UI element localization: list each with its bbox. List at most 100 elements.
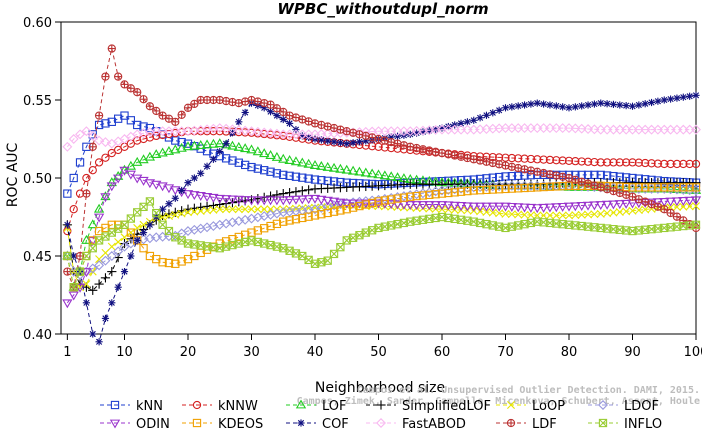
point-kdeos-13 [139,244,148,253]
point-odin-2 [68,291,79,301]
y-tick-label-0.40: 0.40 [23,328,52,343]
point-ldf-62 [450,151,459,160]
point-kdeos-38 [298,213,307,223]
point-cof-68 [489,109,497,117]
point-kdeos-41 [317,210,326,219]
point-odin-71 [506,202,518,212]
point-cof-71 [508,103,516,111]
point-odin-33 [265,196,276,206]
point-lof-47 [354,166,365,176]
point-cof-84 [590,100,598,108]
point-knn-33 [266,167,275,176]
point-ldf-61 [444,150,453,159]
point-kdeos-39 [304,212,313,221]
point-cof-5 [89,330,97,338]
point-ldf-10 [120,80,129,89]
point-cof-33 [266,108,275,116]
point-cof-93 [647,98,656,107]
point-inflo-43 [329,249,339,259]
point-kdeos-92 [641,183,650,192]
point-cof-66 [476,114,484,122]
point-knnw-90 [628,158,637,167]
point-loop-89 [622,207,631,216]
point-lof-19 [176,142,187,152]
point-lof-41 [316,160,327,170]
point-odin-1 [62,299,73,309]
point-loop-24 [209,205,218,214]
point-knn-2 [69,173,78,183]
plot-area: 1 10 20 30 40 50 60 70 80 90 100 0.40 0.45 0.50 0.55 0.… [23,16,702,360]
point-odin-6 [93,213,105,223]
point-loop-69 [495,209,504,218]
point-simplifiedlof-38 [297,186,307,196]
point-simplifiedlof-36 [285,188,295,198]
point-ldf-7 [101,72,110,81]
point-kdeos-66 [475,186,485,195]
point-kdeos-51 [380,196,389,205]
point-odin-18 [170,186,181,196]
point-loop-100 [692,202,700,211]
point-odin-35 [278,196,289,206]
point-odin-98 [678,197,689,206]
point-loop-87 [609,208,618,217]
point-ldf-97 [672,212,682,221]
legend-label-knn: kNN [136,399,163,414]
point-odin-70 [500,202,511,212]
point-ldf-17 [164,114,174,123]
point-loop-21 [190,207,199,216]
point-kdeos-64 [463,186,472,196]
point-odin-80 [563,202,575,212]
point-lof-37 [290,156,302,166]
point-odin-83 [582,201,594,211]
point-ldof-7 [100,255,111,266]
point-cof-65 [470,116,478,124]
point-loop-82 [577,210,586,219]
point-cof-17 [165,200,173,208]
point-kdeos-77 [545,182,555,191]
point-cof-26 [222,140,230,148]
legend-label-ldf: LDF [532,417,557,432]
point-odin-55 [405,201,416,211]
point-cof-22 [197,169,205,177]
point-kdeos-72 [514,184,523,193]
point-cof-11 [127,252,135,260]
point-knnw-7 [101,153,110,162]
point-lof-6 [93,203,105,213]
point-cof-12 [133,236,141,244]
point-odin-76 [538,203,549,213]
point-cof-47 [355,138,364,146]
point-inflo-14 [145,197,155,206]
point-odin-95 [659,197,670,207]
point-odin-12 [132,174,143,184]
point-cof-25 [216,147,224,156]
point-inflo-44 [336,243,345,252]
point-lof-24 [208,138,219,148]
point-knnw-86 [602,158,612,167]
point-odin-97 [671,197,683,207]
point-cof-23 [203,162,211,170]
point-ldf-1 [63,267,72,276]
point-cof-88 [616,101,624,109]
point-knn-40 [310,175,320,184]
point-knn-34 [272,169,282,178]
point-ldof-8 [106,251,117,261]
point-ldf-32 [260,98,269,108]
y-axis-label: ROC AUC [5,142,21,207]
y-tick-label-0.50: 0.50 [23,172,52,187]
point-fastabod-33 [265,128,276,139]
point-loop-19 [177,209,186,218]
point-odin-100 [690,196,702,206]
point-knnw-95 [660,159,669,169]
point-lof-51 [379,170,391,180]
point-knn-27 [228,156,237,165]
point-odin-57 [417,201,429,211]
point-odin-62 [449,201,460,211]
point-cof-6 [95,338,103,346]
point-knnw-15 [152,131,161,141]
point-loop-32 [260,205,269,214]
point-kdeos-65 [469,186,478,195]
point-knnw-80 [564,156,574,165]
point-simplifiedlof-33 [265,191,276,201]
point-loop-25 [215,205,224,214]
point-kdeos-73 [520,183,529,193]
